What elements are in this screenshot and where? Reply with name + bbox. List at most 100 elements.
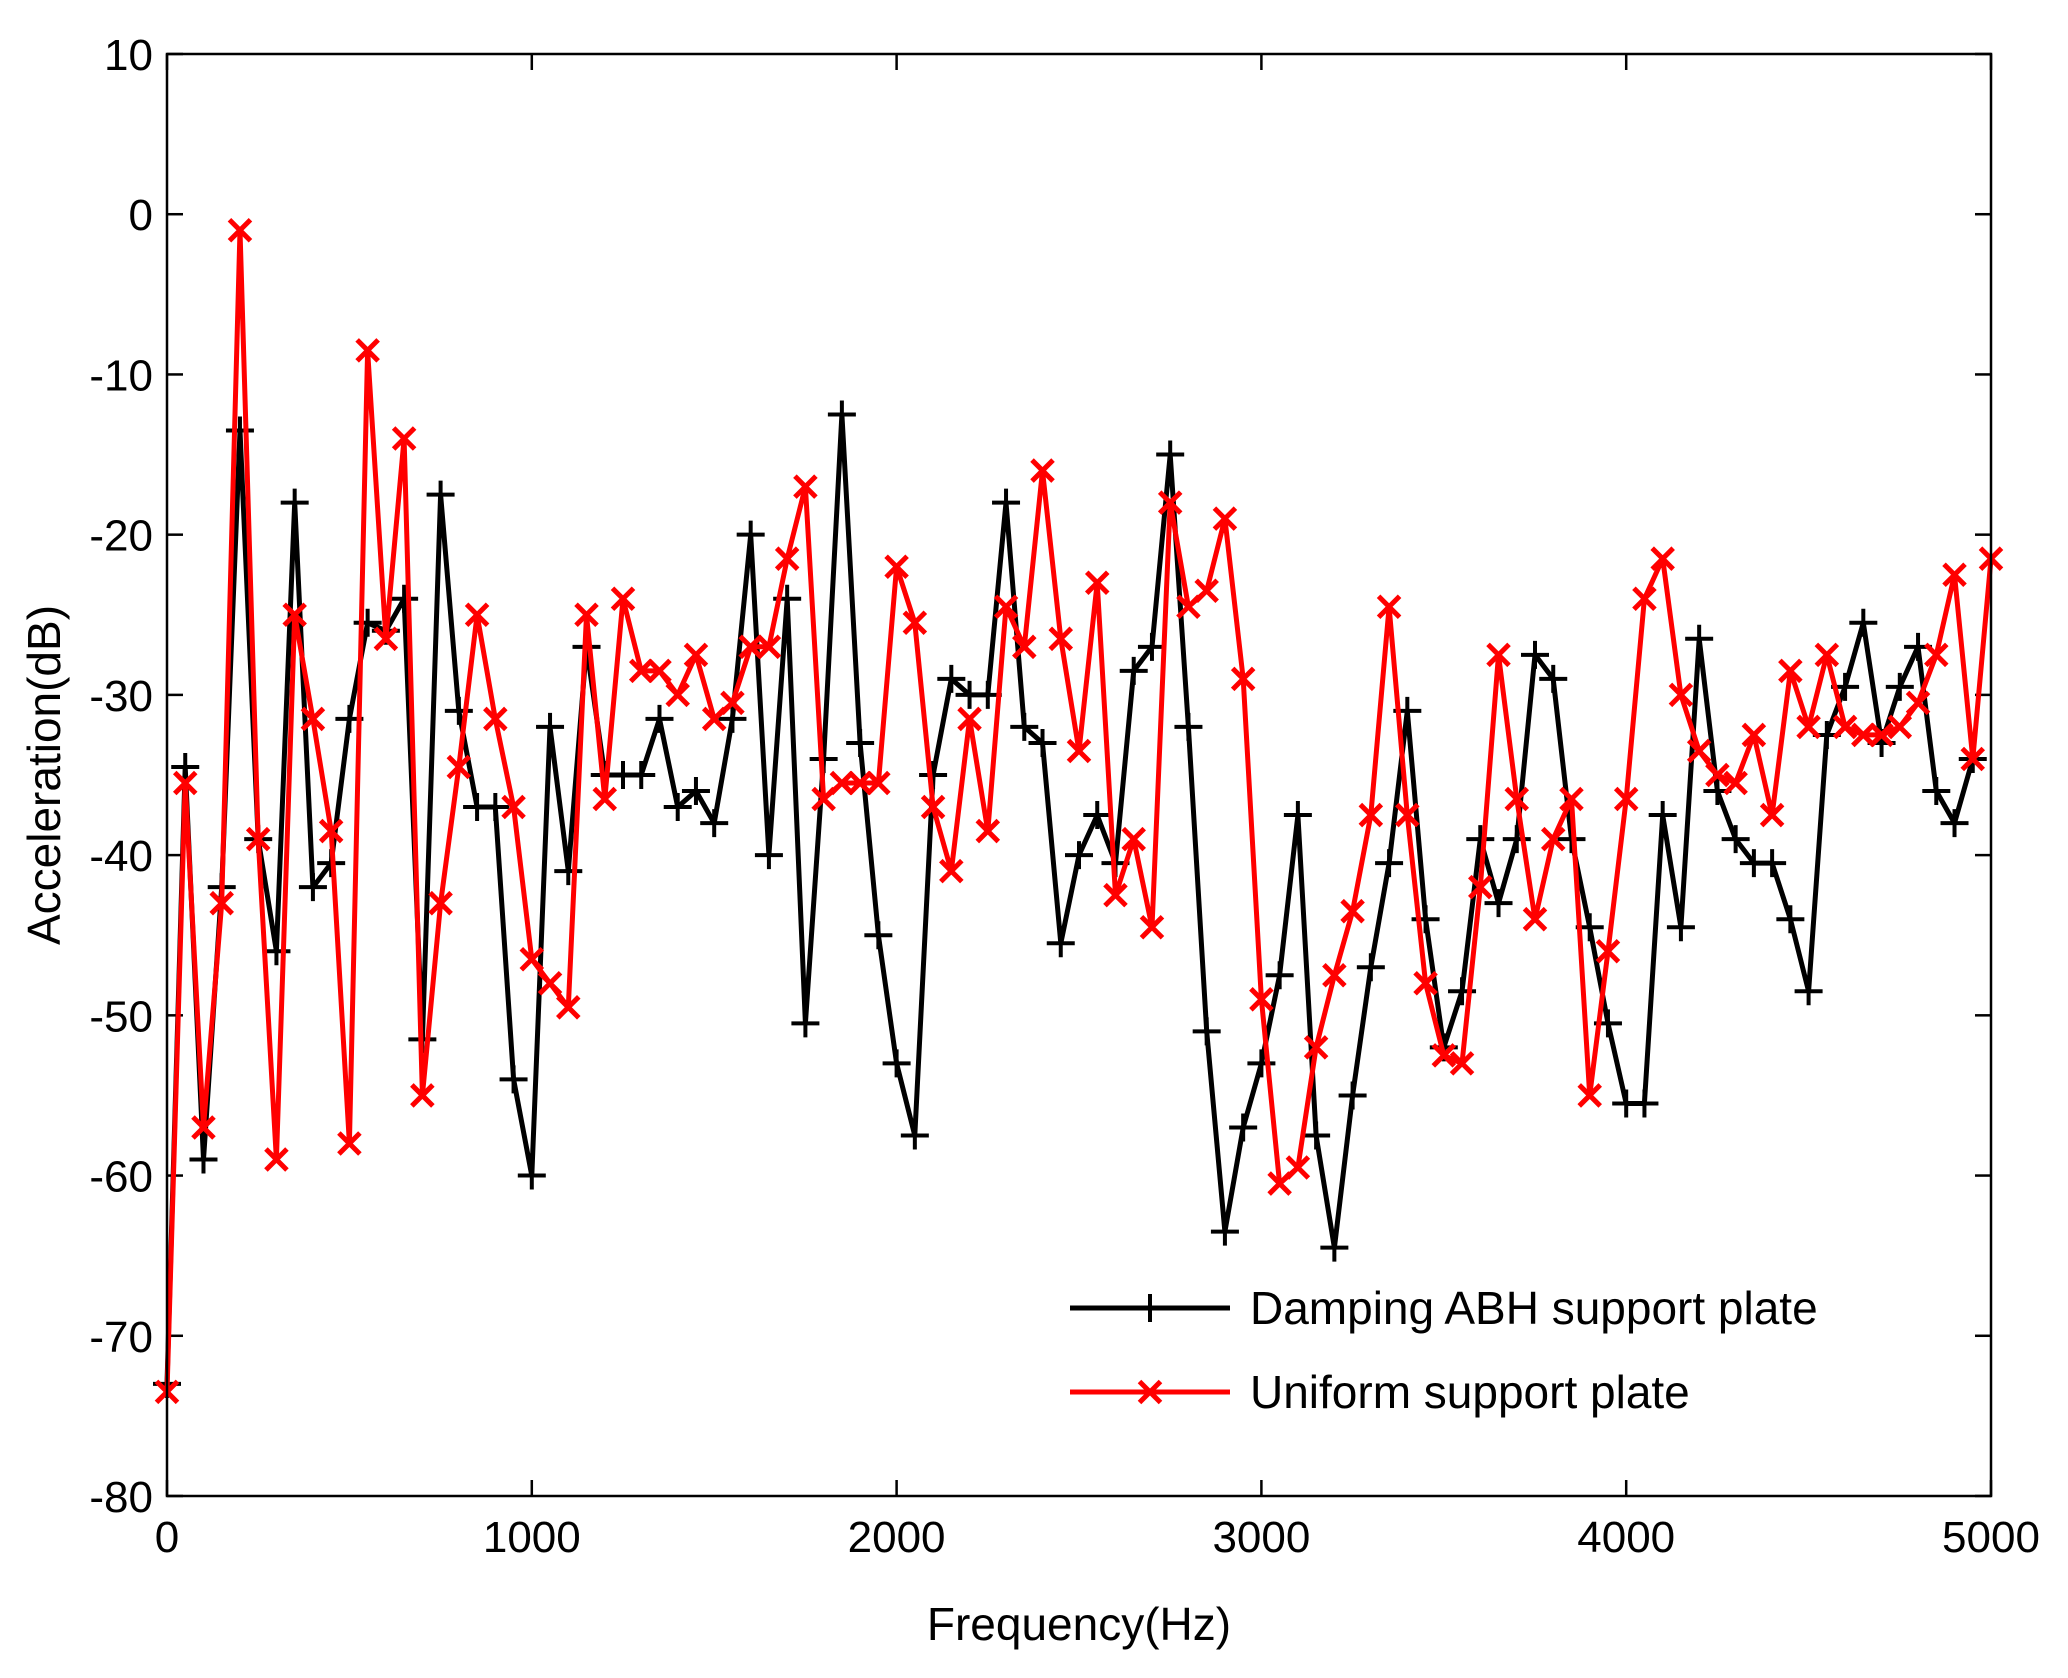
- x-marker: [1066, 738, 1092, 764]
- x-marker: [957, 706, 982, 732]
- plus-marker: [1174, 712, 1203, 741]
- plus-marker: [1375, 849, 1404, 878]
- x-marker: [227, 217, 253, 243]
- x-marker: [1522, 906, 1548, 932]
- x-marker: [683, 642, 709, 668]
- y-tick-label: -60: [89, 1153, 153, 1202]
- x-marker: [373, 626, 399, 652]
- y-tick-label: -20: [89, 512, 153, 561]
- x-tick-label: 4000: [1577, 1513, 1675, 1562]
- x-tick-label: 2000: [848, 1513, 946, 1562]
- plus-marker: [481, 793, 510, 822]
- plus-marker: [189, 1145, 218, 1174]
- x-marker: [1650, 546, 1675, 571]
- x-marker: [1303, 1035, 1329, 1060]
- plus-marker: [1320, 1233, 1349, 1262]
- x-marker: [1157, 490, 1183, 515]
- plus-marker: [1849, 608, 1878, 637]
- plus-marker: [1265, 961, 1294, 990]
- plus-marker: [1302, 1121, 1331, 1150]
- x-marker: [191, 1115, 216, 1140]
- x-marker: [209, 890, 234, 916]
- plus-marker: [1283, 801, 1312, 830]
- legend-label: Damping ABH support plate: [1250, 1282, 1818, 1334]
- x-marker: [756, 634, 782, 660]
- plus-marker: [1685, 624, 1714, 653]
- legend-box: [1060, 1270, 1960, 1430]
- x-marker: [720, 690, 745, 716]
- x-marker: [1358, 802, 1384, 828]
- x-marker: [337, 1131, 362, 1156]
- x-marker: [556, 995, 581, 1020]
- x-tick-label: 3000: [1212, 1513, 1310, 1562]
- plus-marker: [1028, 728, 1057, 757]
- x-marker: [1723, 770, 1748, 796]
- x-marker: [1686, 738, 1712, 764]
- x-marker: [884, 554, 909, 579]
- plus-marker: [280, 488, 309, 517]
- y-tick-label: -80: [89, 1473, 153, 1522]
- x-marker: [1413, 971, 1438, 996]
- plus-marker: [1721, 825, 1750, 854]
- x-marker: [282, 602, 307, 628]
- y-tick-label: -70: [89, 1313, 153, 1362]
- x-marker: [1577, 1083, 1602, 1108]
- x-marker: [1012, 634, 1037, 660]
- plus-marker: [353, 608, 382, 637]
- plus-marker: [718, 704, 747, 733]
- plus-marker: [1484, 889, 1513, 918]
- x-marker: [1449, 1051, 1475, 1076]
- y-tick-label: -10: [89, 351, 153, 400]
- x-marker: [1960, 746, 1986, 772]
- x-marker: [1212, 506, 1238, 531]
- plus-marker: [1666, 913, 1695, 942]
- x-marker: [774, 546, 800, 571]
- plus-marker: [663, 793, 692, 822]
- x-marker: [1376, 594, 1402, 620]
- x-marker: [501, 794, 526, 820]
- x-tick-label: 1000: [483, 1513, 581, 1562]
- plus-marker: [1466, 825, 1495, 854]
- x-axis-title: Frequency(Hz): [927, 1598, 1231, 1650]
- x-marker: [1741, 722, 1767, 748]
- x-marker: [920, 794, 946, 820]
- x-marker: [1395, 802, 1420, 828]
- plus-marker: [846, 728, 875, 757]
- plus-marker: [1210, 1217, 1239, 1246]
- plus-marker: [1630, 1089, 1659, 1118]
- x-marker: [1121, 826, 1146, 852]
- plus-marker: [992, 488, 1021, 517]
- plus-marker: [1648, 801, 1677, 830]
- plus-marker: [225, 416, 254, 445]
- x-marker: [245, 826, 271, 852]
- x-marker: [1540, 826, 1566, 852]
- y-axis-title: Acceleration(dB): [18, 605, 70, 945]
- x-marker: [1486, 642, 1511, 668]
- plus-marker: [1776, 905, 1805, 934]
- x-marker: [1194, 578, 1219, 604]
- x-marker: [793, 474, 818, 499]
- x-marker: [628, 658, 654, 684]
- x-marker: [975, 818, 1001, 844]
- plus-marker: [1794, 977, 1823, 1006]
- x-marker: [1285, 1155, 1311, 1180]
- plus-marker: [1885, 672, 1914, 701]
- plus-marker: [627, 761, 656, 789]
- plus-marker: [754, 841, 783, 870]
- plus-marker: [536, 712, 565, 741]
- x-marker: [847, 770, 873, 796]
- x-marker: [264, 1147, 289, 1172]
- plus-marker: [1229, 1113, 1258, 1142]
- ticks-layer: 0 1000 2000 3000 4000 5000 10 0 -10 -20 -30 -40 -50 -…: [89, 31, 2040, 1562]
- series-layer: [153, 217, 2004, 1405]
- plus-marker: [645, 704, 674, 733]
- x-marker: [1595, 938, 1621, 964]
- plus-marker: [736, 520, 765, 549]
- x-marker: [902, 610, 928, 636]
- legend-entries: Damping ABH support plate Uniform support…: [1070, 1282, 1818, 1418]
- x-marker: [519, 946, 545, 972]
- x-marker: [1048, 626, 1074, 652]
- x-marker: [1230, 666, 1256, 692]
